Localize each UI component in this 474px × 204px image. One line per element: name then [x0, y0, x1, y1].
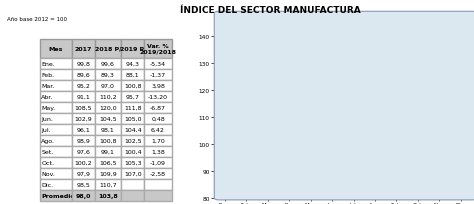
2019 [286, 154, 292, 157]
Text: -2,58%: -2,58% [328, 81, 357, 90]
Line: 2019: 2019 [223, 111, 441, 178]
Text: ÍNDICE DEL SECTOR MANUFACTURA: ÍNDICE DEL SECTOR MANUFACTURA [180, 6, 361, 15]
2018 [351, 148, 356, 151]
Line: 2018: 2018 [223, 89, 463, 175]
2018 [286, 115, 292, 118]
2018 [265, 151, 271, 153]
2019 [372, 136, 378, 139]
2018 [393, 145, 399, 148]
2019 [415, 129, 421, 131]
2018 [308, 89, 313, 92]
Legend: 2018, 2019: 2018, 2019 [274, 182, 334, 192]
Text: Año base  2012  =  100: Año base 2012 = 100 [217, 24, 279, 29]
2019 [437, 124, 442, 127]
2019 [308, 111, 313, 114]
2018 [415, 125, 421, 128]
2018 [458, 114, 464, 117]
2019 [265, 141, 271, 143]
2019 [351, 131, 356, 134]
2019 [393, 142, 399, 144]
2019 [222, 158, 228, 161]
2018 [372, 141, 378, 143]
2018 [329, 131, 335, 133]
2019 [243, 175, 249, 177]
2019 [329, 130, 335, 132]
2018 [243, 172, 249, 174]
Text: Var. % Noviembre
2019/2018: Var. % Noviembre 2019/2018 [319, 61, 366, 85]
2018 [437, 116, 442, 119]
2018 [222, 144, 228, 146]
Text: Año base 2012 = 100: Año base 2012 = 100 [7, 17, 67, 22]
Title: ÍNDICE DEL SECTOR MANUFACTURA: ÍNDICE DEL SECTOR MANUFACTURA [271, 27, 415, 34]
